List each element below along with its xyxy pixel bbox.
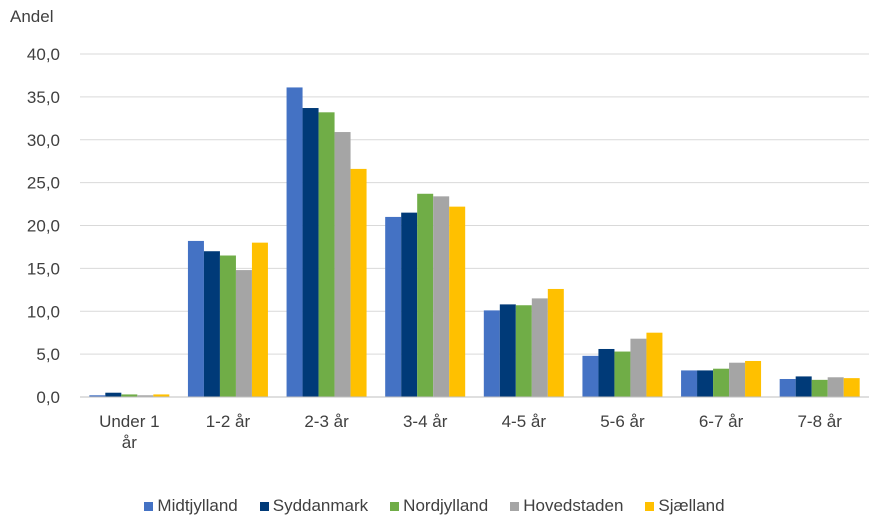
bar bbox=[187, 240, 204, 397]
bar bbox=[483, 310, 500, 397]
bar bbox=[235, 270, 252, 397]
bar bbox=[203, 251, 220, 397]
legend-label: Sjælland bbox=[658, 496, 725, 515]
bar bbox=[531, 298, 548, 397]
bar bbox=[779, 378, 796, 397]
chart-legend: Midtjylland Syddanmark Nordjylland Hovedsta… bbox=[0, 496, 869, 516]
legend-label: Nordjylland bbox=[403, 496, 489, 515]
y-tick-label: 30,0 bbox=[27, 131, 60, 150]
legend-swatch bbox=[645, 501, 655, 511]
bar bbox=[302, 108, 319, 398]
y-tick-label: 5,0 bbox=[36, 345, 60, 364]
y-tick-label: 25,0 bbox=[27, 174, 60, 193]
x-tick-label: 1-2 år bbox=[206, 412, 251, 431]
legend-swatch bbox=[144, 501, 154, 511]
bar bbox=[286, 87, 303, 397]
bar bbox=[843, 378, 860, 397]
bar bbox=[334, 132, 351, 397]
bar bbox=[681, 370, 698, 397]
bar bbox=[582, 355, 599, 397]
bar bbox=[121, 394, 138, 397]
bar bbox=[433, 196, 450, 397]
y-axis-title: Andel bbox=[10, 7, 53, 26]
bar bbox=[697, 370, 714, 397]
bar bbox=[385, 216, 402, 397]
legend-label: Syddanmark bbox=[272, 496, 369, 515]
legend-label: Midtjylland bbox=[157, 496, 238, 515]
bar bbox=[547, 288, 564, 397]
bar bbox=[153, 394, 170, 397]
bars bbox=[89, 87, 860, 398]
x-tick-label: 3-4 år bbox=[403, 412, 448, 431]
legend-item: Hovedstaden bbox=[510, 496, 623, 516]
bar bbox=[729, 362, 746, 397]
x-tick-label: 5-6 år bbox=[600, 412, 645, 431]
bar bbox=[449, 206, 466, 397]
bar bbox=[515, 305, 532, 397]
x-tick-label: 2-3 år bbox=[304, 412, 349, 431]
bar bbox=[401, 212, 418, 397]
bar bbox=[630, 338, 647, 397]
y-tick-label: 0,0 bbox=[36, 388, 60, 407]
bar bbox=[811, 379, 828, 397]
legend-swatch bbox=[259, 501, 269, 511]
bar bbox=[499, 304, 516, 397]
bar bbox=[598, 348, 615, 397]
x-tick-label: år bbox=[122, 433, 137, 452]
bar bbox=[105, 392, 122, 397]
legend-swatch bbox=[510, 501, 520, 511]
bar bbox=[219, 255, 236, 397]
bar bbox=[745, 360, 762, 397]
x-tick-label: 6-7 år bbox=[699, 412, 744, 431]
x-tick-label: 7-8 år bbox=[797, 412, 842, 431]
y-tick-label: 35,0 bbox=[27, 88, 60, 107]
bar bbox=[417, 193, 434, 397]
y-tick-label: 10,0 bbox=[27, 302, 60, 321]
bar bbox=[137, 395, 154, 397]
legend-label: Hovedstaden bbox=[523, 496, 624, 515]
bar bbox=[713, 368, 730, 397]
y-tick-label: 20,0 bbox=[27, 217, 60, 236]
bar bbox=[350, 168, 367, 397]
legend-item: Sjælland bbox=[645, 496, 725, 516]
x-tick-label: 4-5 år bbox=[502, 412, 547, 431]
legend-item: Nordjylland bbox=[390, 496, 488, 516]
legend-item: Syddanmark bbox=[259, 496, 369, 516]
bar bbox=[614, 351, 631, 397]
legend-swatch bbox=[390, 501, 400, 511]
bar bbox=[251, 242, 268, 397]
bar bbox=[318, 112, 335, 397]
bar bbox=[89, 395, 106, 397]
bar bbox=[646, 332, 663, 397]
x-tick-label: Under 1 bbox=[99, 412, 159, 431]
y-tick-label: 40,0 bbox=[27, 45, 60, 64]
bar bbox=[827, 377, 844, 397]
axes: 0,0 5,0 10,0 15,0 20,0 25,0 30,0 35,0 40,0 Under … bbox=[27, 45, 869, 452]
bar bbox=[795, 376, 812, 397]
legend-item: Midtjylland bbox=[144, 496, 238, 516]
y-tick-label: 15,0 bbox=[27, 259, 60, 278]
